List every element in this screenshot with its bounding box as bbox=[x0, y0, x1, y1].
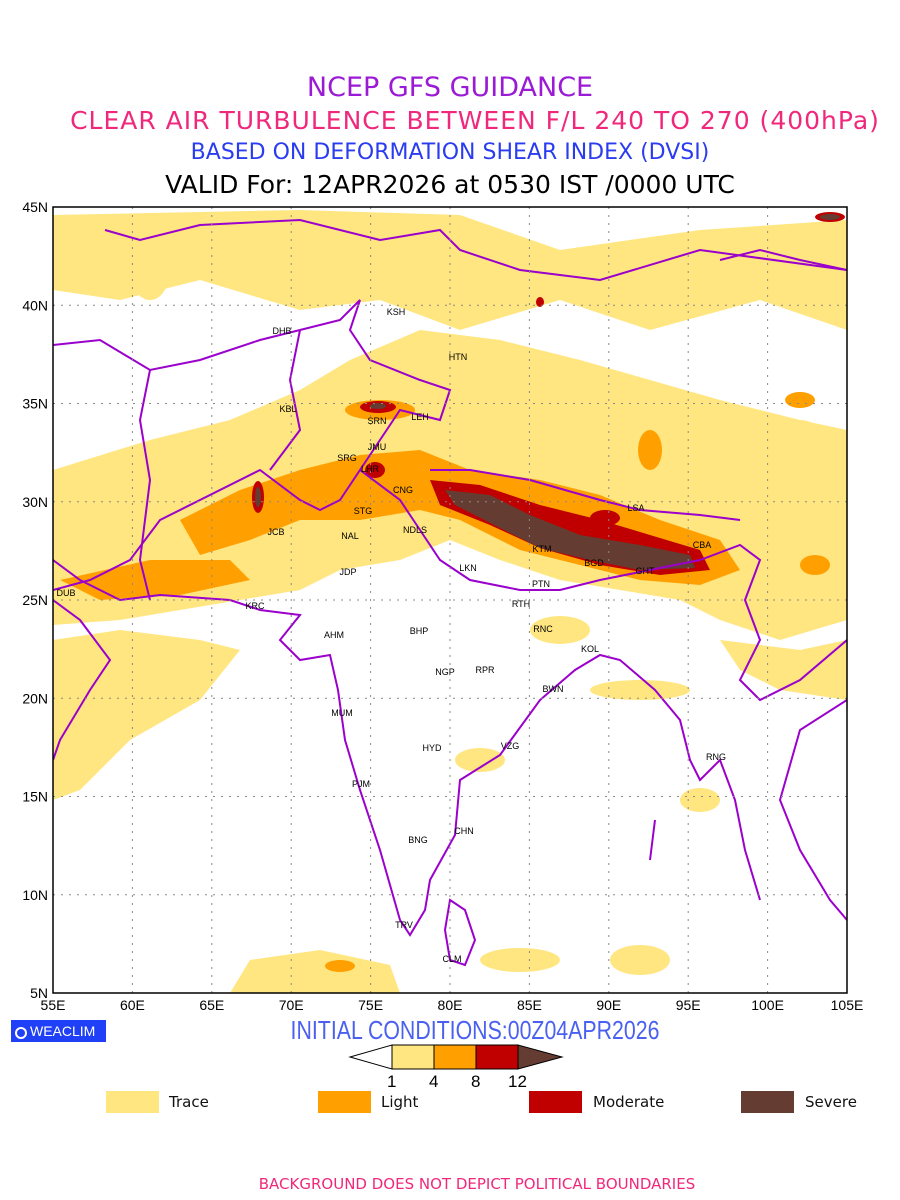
city-label: GHT bbox=[636, 566, 656, 576]
city-label: JMU bbox=[368, 442, 387, 452]
lon-tick-label: 70E bbox=[279, 997, 304, 1013]
city-label: KBL bbox=[279, 404, 296, 414]
city-label: MUM bbox=[331, 708, 353, 718]
city-label: CHN bbox=[454, 826, 474, 836]
city-label: HYD bbox=[422, 743, 442, 753]
city-label: JDP bbox=[339, 567, 356, 577]
city-label: PJM bbox=[352, 779, 370, 789]
city-label: LEH bbox=[411, 412, 429, 422]
city-label: BNG bbox=[408, 835, 428, 845]
city-label: LKN bbox=[459, 563, 477, 573]
city-label: RNG bbox=[706, 752, 726, 762]
legend-label-light: Light bbox=[381, 1093, 419, 1111]
lon-tick-label: 95E bbox=[676, 997, 701, 1013]
legend-swatch-trace bbox=[106, 1091, 159, 1113]
disclaimer: BACKGROUND DOES NOT DEPICT POLITICAL BOU… bbox=[258, 1175, 696, 1193]
city-label: NGP bbox=[435, 667, 455, 677]
city-label: BWN bbox=[543, 684, 564, 694]
legend-swatch-moderate bbox=[529, 1091, 582, 1113]
city-label: CBA bbox=[693, 540, 712, 550]
colorbar-low-arrow bbox=[348, 1044, 393, 1070]
city-label: DHB bbox=[272, 326, 291, 336]
colorbar-tick: 8 bbox=[471, 1072, 481, 1091]
lat-tick-label: 10N bbox=[22, 887, 48, 903]
city-label: KRC bbox=[245, 601, 265, 611]
lat-tick-label: 25N bbox=[22, 592, 48, 608]
city-label: RNC bbox=[533, 624, 553, 634]
lon-tick-label: 75E bbox=[358, 997, 383, 1013]
coastline-boundaries bbox=[53, 218, 847, 967]
colorbar-tick: 12 bbox=[508, 1072, 527, 1091]
city-label: KOL bbox=[581, 644, 599, 654]
lat-tick-label: 45N bbox=[22, 199, 48, 215]
legend-label-severe: Severe bbox=[805, 1093, 857, 1111]
lat-tick-label: 35N bbox=[22, 396, 48, 412]
city-label: TRV bbox=[395, 920, 413, 930]
city-label: DUB bbox=[56, 588, 75, 598]
lon-tick-label: 105E bbox=[831, 997, 864, 1013]
city-label: SRG bbox=[337, 453, 357, 463]
lon-tick-label: 55E bbox=[41, 997, 66, 1013]
colorbar-moderate bbox=[475, 1044, 519, 1070]
lon-tick-label: 100E bbox=[751, 997, 784, 1013]
city-label: RPR bbox=[475, 665, 495, 675]
colorbar-tick: 1 bbox=[387, 1072, 397, 1091]
legend-swatch-light bbox=[318, 1091, 371, 1113]
legend-swatch-severe bbox=[741, 1091, 794, 1113]
city-label: AHM bbox=[324, 630, 344, 640]
city-label: NAL bbox=[341, 531, 359, 541]
valid-time: VALID For: 12APR2026 at 0530 IST /0000 U… bbox=[165, 170, 735, 199]
lon-tick-label: 80E bbox=[438, 997, 463, 1013]
colorbar-tick: 4 bbox=[429, 1072, 439, 1091]
city-label: VZG bbox=[501, 741, 520, 751]
city-label: LSA bbox=[627, 503, 644, 513]
lat-tick-label: 5N bbox=[30, 985, 48, 1001]
city-label: CNG bbox=[393, 485, 413, 495]
city-label: BHP bbox=[410, 626, 429, 636]
city-label: NDLS bbox=[403, 525, 427, 535]
gridlines bbox=[53, 207, 847, 993]
city-label: JCB bbox=[267, 527, 284, 537]
city-label: SRN bbox=[367, 416, 386, 426]
colorbar-light bbox=[433, 1044, 477, 1070]
weaclim-logo: WEACLIM bbox=[11, 1020, 106, 1042]
map-frame bbox=[52, 206, 848, 994]
turbulence-shading bbox=[53, 210, 847, 993]
logo-ring-icon bbox=[15, 1027, 27, 1039]
city-label: HTN bbox=[449, 352, 468, 362]
city-label: PTN bbox=[532, 579, 550, 589]
colorbar bbox=[348, 1044, 564, 1070]
subtitle: CLEAR AIR TURBULENCE BETWEEN F/L 240 TO … bbox=[70, 106, 880, 135]
city-label: KSH bbox=[387, 307, 406, 317]
logo-text: WEACLIM bbox=[30, 1023, 96, 1039]
lat-tick-label: 15N bbox=[22, 789, 48, 805]
title: NCEP GFS GUIDANCE bbox=[306, 72, 594, 103]
lat-tick-label: 20N bbox=[22, 690, 48, 706]
lon-tick-label: 65E bbox=[199, 997, 224, 1013]
lon-tick-label: 60E bbox=[120, 997, 145, 1013]
legend-label-moderate: Moderate bbox=[593, 1093, 665, 1111]
colorbar-severe-arrow bbox=[517, 1044, 564, 1070]
city-label: STG bbox=[354, 506, 373, 516]
city-label: LHR bbox=[361, 464, 380, 474]
initial-conditions: INITIAL CONDITIONS:00Z04APR2026 bbox=[290, 1015, 660, 1045]
city-label: KTM bbox=[533, 544, 552, 554]
city-label: BGD bbox=[584, 558, 604, 568]
method-line: BASED ON DEFORMATION SHEAR INDEX (DVSI) bbox=[190, 140, 710, 165]
lon-tick-label: 90E bbox=[596, 997, 621, 1013]
legend-label-trace: Trace bbox=[169, 1093, 209, 1111]
lat-tick-label: 30N bbox=[22, 494, 48, 510]
city-label: RTH bbox=[512, 599, 530, 609]
lat-tick-label: 40N bbox=[22, 297, 48, 313]
city-label: CLM bbox=[442, 954, 461, 964]
lon-tick-label: 85E bbox=[517, 997, 542, 1013]
colorbar-trace bbox=[391, 1044, 435, 1070]
